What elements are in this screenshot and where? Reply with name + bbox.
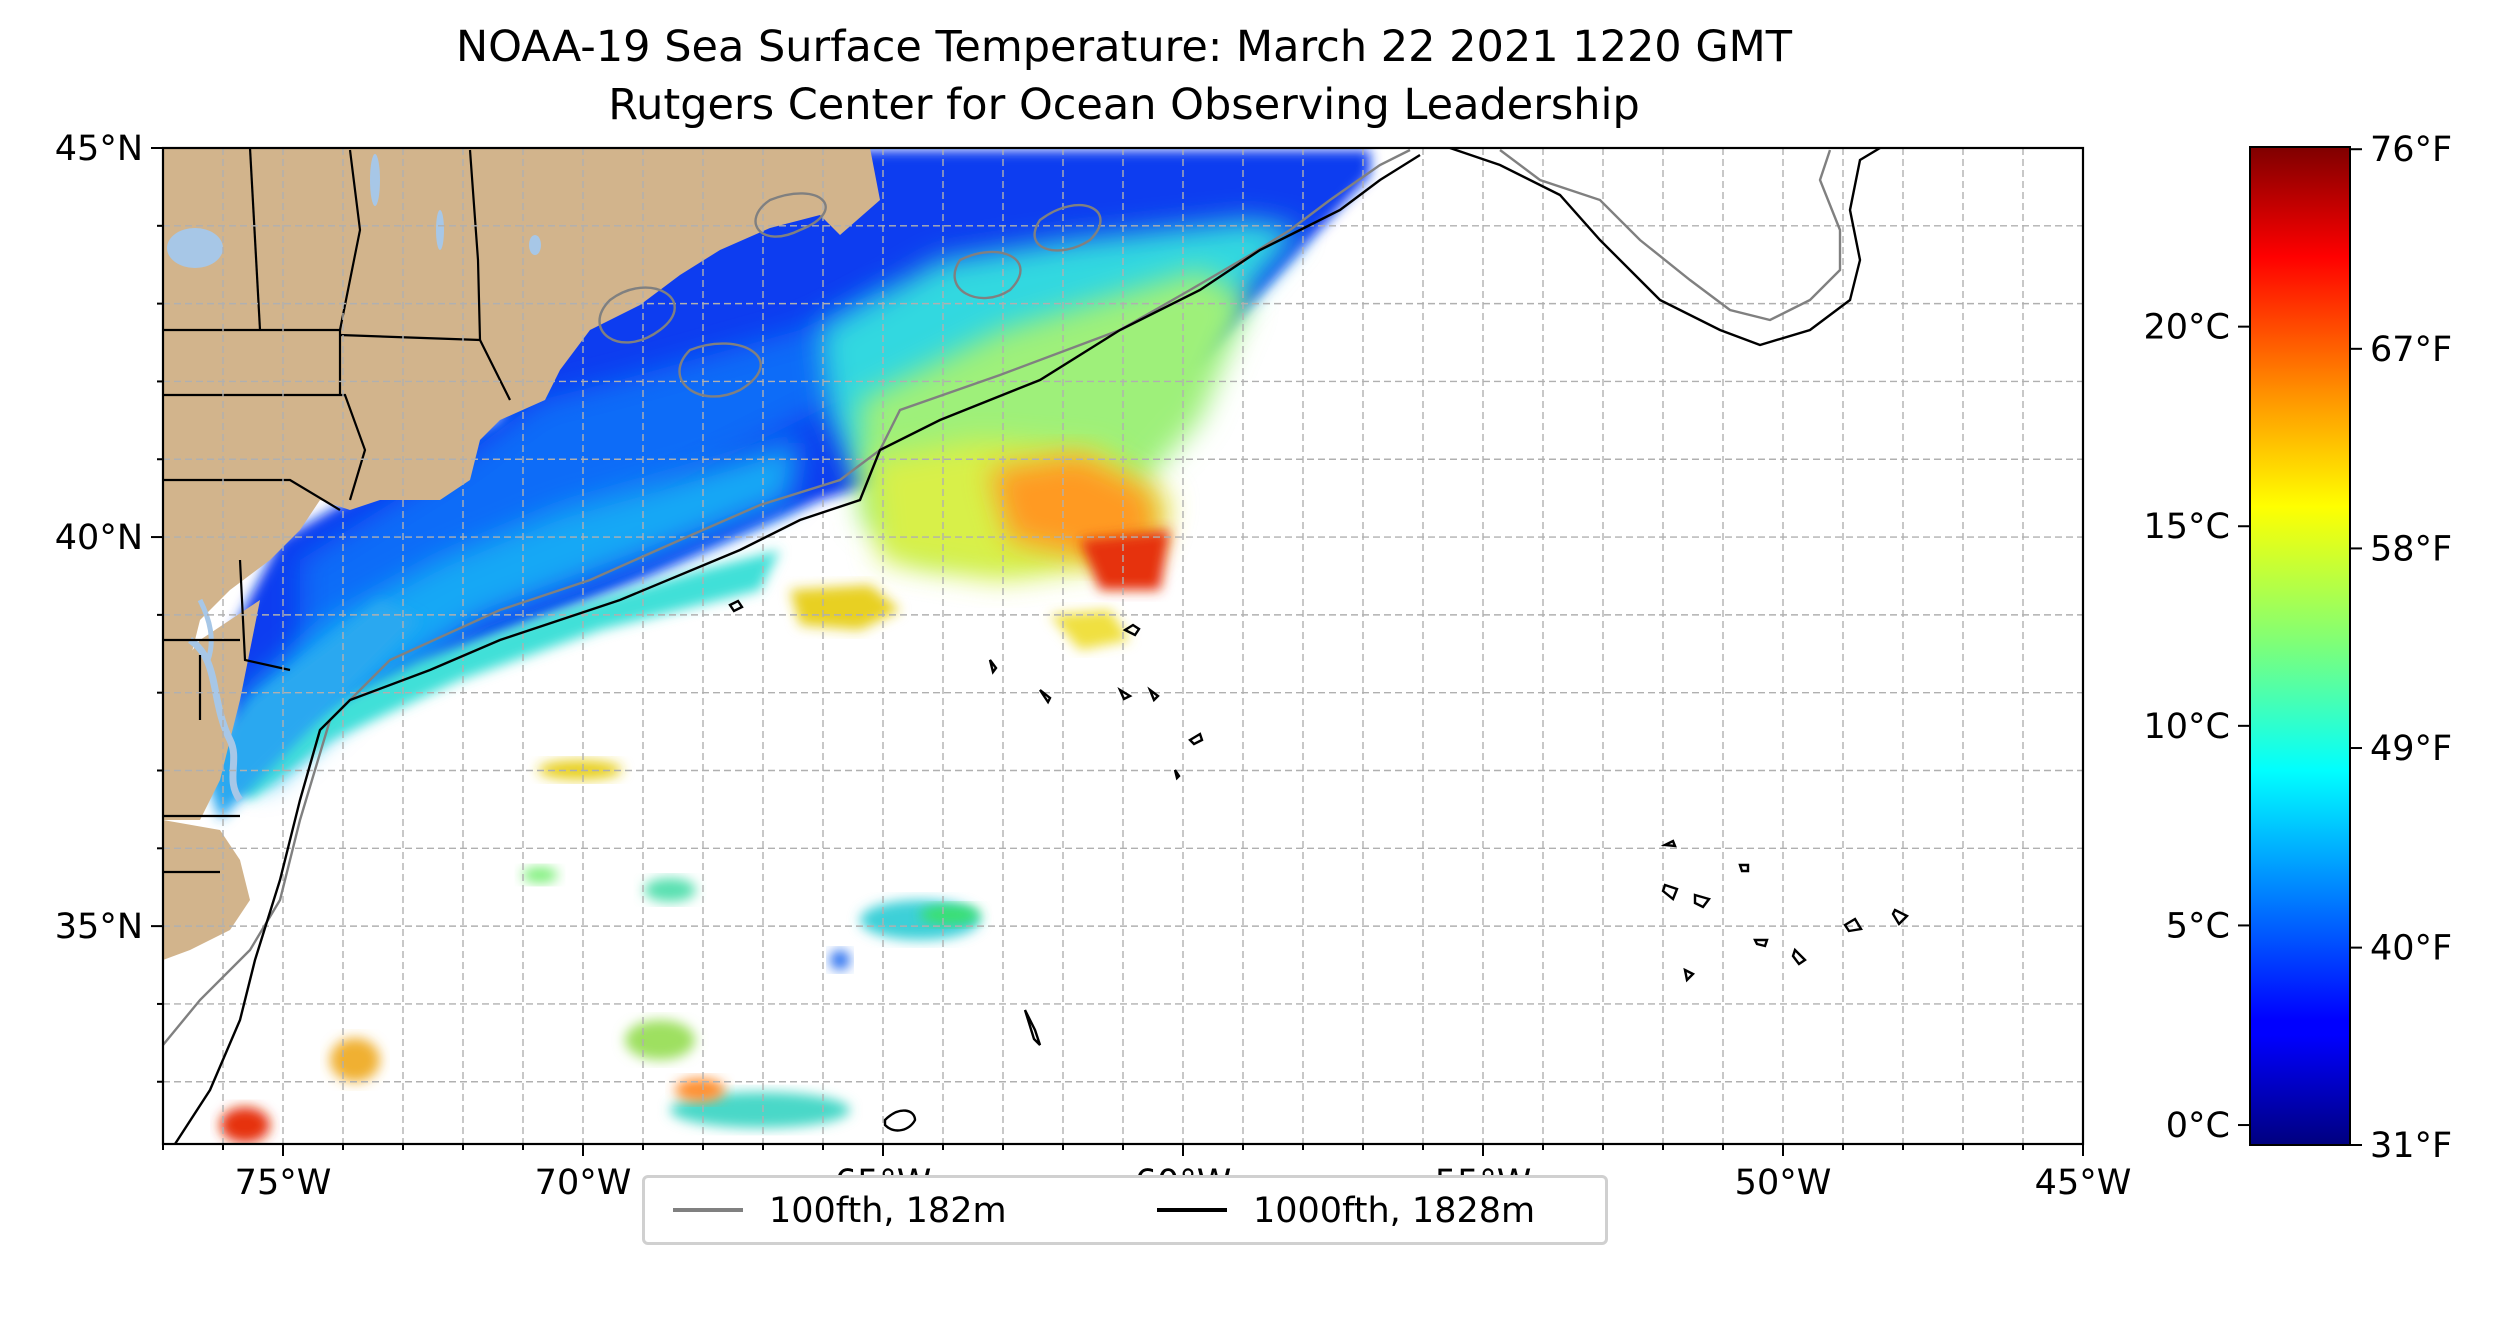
- colorbar-ticks: 0°C 5°C 10°C 15°C 20°C 31°F 40°F 49°F 58°F 67°F 76…: [2144, 130, 2453, 1166]
- fahrenheit-tick-label: 76°F: [2370, 130, 2452, 170]
- sst-swath: [200, 150, 1370, 1143]
- map-title: NOAA-19 Sea Surface Temperature: March 2…: [455, 22, 1793, 72]
- y-tick-label: 45°N: [55, 129, 143, 169]
- legend-label-100fth: 100fth, 182m: [769, 1191, 1007, 1231]
- fahrenheit-tick-label: 58°F: [2370, 529, 2452, 569]
- colorbar: 0°C 5°C 10°C 15°C 20°C 31°F 40°F 49°F 58°F 67°F 76…: [2144, 130, 2453, 1166]
- x-tick-label: 75°W: [235, 1163, 332, 1203]
- land: [163, 148, 880, 960]
- colorbar-frame: [2249, 146, 2351, 1146]
- isobath-100fth: [163, 148, 1842, 1046]
- lakes: [167, 154, 541, 803]
- map-subtitle: Rutgers Center for Ocean Observing Leade…: [608, 80, 1640, 130]
- legend-label-1000fth: 1000fth, 1828m: [1253, 1191, 1536, 1231]
- celsius-tick-label: 0°C: [2166, 1106, 2230, 1146]
- map-area: [163, 148, 2083, 1144]
- colorbar-gradient: [2250, 147, 2350, 1145]
- celsius-tick-label: 5°C: [2166, 906, 2230, 946]
- x-tick-label: 70°W: [535, 1163, 632, 1203]
- isobath-1000fth: [173, 148, 1910, 1144]
- graticule: [163, 148, 2083, 1144]
- celsius-tick-label: 20°C: [2144, 308, 2230, 348]
- fahrenheit-tick-label: 31°F: [2370, 1126, 2452, 1166]
- y-tick-label: 40°N: [55, 518, 143, 558]
- fahrenheit-tick-label: 67°F: [2370, 330, 2452, 370]
- fahrenheit-tick-label: 40°F: [2370, 929, 2452, 969]
- legend-line-black: [1157, 1208, 1227, 1212]
- celsius-tick-label: 15°C: [2144, 507, 2230, 547]
- state-borders: [163, 148, 511, 874]
- legend: 100fth, 182m 1000fth, 1828m: [642, 1175, 1608, 1245]
- legend-line-gray: [673, 1208, 743, 1212]
- x-tick-label: 50°W: [1735, 1163, 1832, 1203]
- celsius-tick-label: 10°C: [2144, 707, 2230, 747]
- fahrenheit-tick-label: 49°F: [2370, 729, 2452, 769]
- y-tick-label: 35°N: [55, 907, 143, 947]
- x-tick-label: 45°W: [2035, 1163, 2132, 1203]
